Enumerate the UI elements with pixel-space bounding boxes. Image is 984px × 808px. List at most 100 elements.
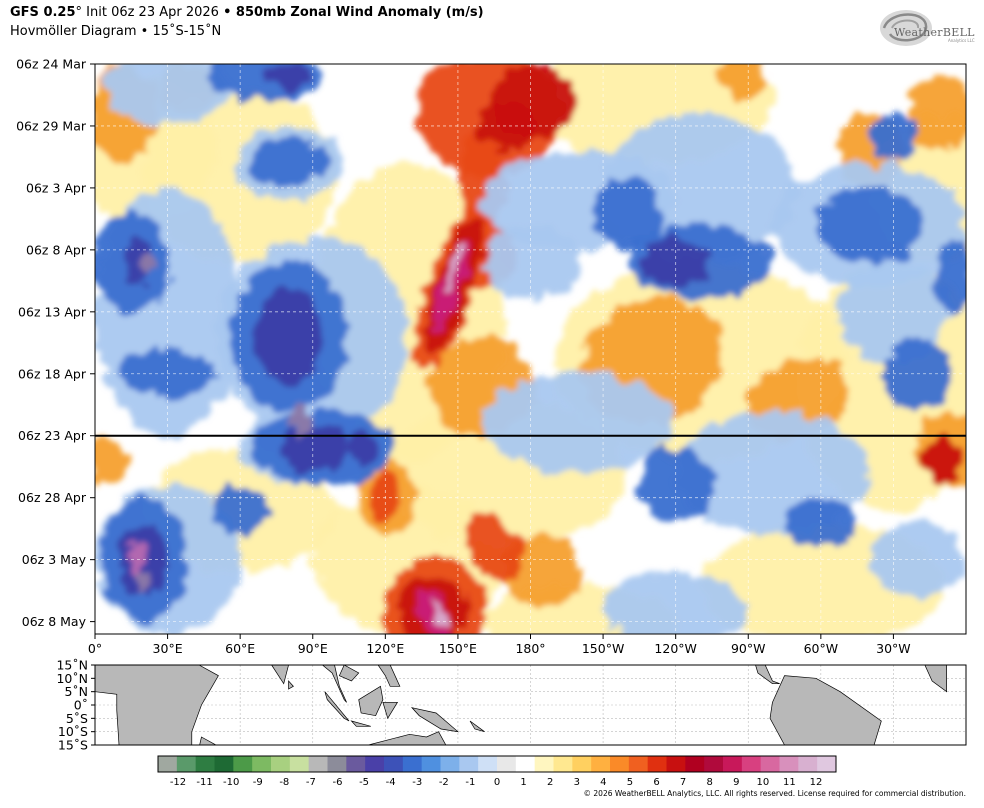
land-polygon bbox=[924, 665, 947, 693]
colorbar-label: 7 bbox=[680, 777, 686, 788]
y-tick-label: 06z 3 Apr bbox=[26, 180, 87, 195]
reference-map: 15˚N10˚N5˚N0˚5˚S10˚S15˚S bbox=[56, 658, 967, 753]
chart-subtitle: Hovmöller Diagram • 15˚S-15˚N bbox=[10, 24, 222, 39]
colorbar-swatch bbox=[798, 756, 818, 772]
land-masses bbox=[95, 665, 947, 745]
colorbar-label: 10 bbox=[756, 777, 769, 788]
land-polygon bbox=[755, 665, 780, 685]
field-blobs bbox=[95, 64, 966, 634]
colorbar-swatch bbox=[647, 756, 667, 772]
x-tick-label: 150°W bbox=[582, 641, 624, 656]
colorbar-swatch bbox=[271, 756, 291, 772]
colorbar-label: -3 bbox=[412, 777, 422, 788]
colorbar-swatch bbox=[515, 756, 536, 772]
x-tick-label: 60°W bbox=[804, 641, 839, 656]
lat-tick-label: 10˚S bbox=[58, 724, 88, 739]
y-tick-label: 06z 8 May bbox=[22, 614, 87, 629]
land-polygon bbox=[95, 665, 219, 745]
colorbar-label: -11 bbox=[196, 777, 212, 788]
x-tick-label: 90°E bbox=[298, 641, 328, 656]
colorbar-swatch bbox=[289, 756, 310, 772]
anomaly-blob bbox=[466, 512, 523, 582]
x-tick-label: 150°E bbox=[439, 641, 477, 656]
colorbar-label: -7 bbox=[306, 777, 316, 788]
land-polygon bbox=[271, 665, 289, 685]
x-tick-label: 60°E bbox=[225, 641, 255, 656]
colorbar-swatch bbox=[233, 756, 253, 772]
colorbar-swatch bbox=[327, 756, 347, 772]
lat-tick-label: 0˚ bbox=[74, 698, 88, 713]
lat-tick-label: 15˚N bbox=[56, 658, 88, 673]
copyright-notice: © 2026 WeatherBELL Analytics, LLC. All r… bbox=[583, 789, 966, 798]
colorbar-swatch bbox=[534, 756, 554, 772]
x-tick-label: 90°W bbox=[731, 641, 766, 656]
lat-tick-label: 15˚S bbox=[58, 738, 88, 753]
anomaly-blob bbox=[719, 64, 768, 102]
colorbar-frame bbox=[157, 755, 837, 773]
colorbar-swatch bbox=[421, 756, 441, 772]
colorbar-label: -10 bbox=[223, 777, 239, 788]
x-tick-label: 180° bbox=[515, 641, 545, 656]
colorbar-swatch bbox=[591, 756, 611, 772]
anomaly-blob bbox=[254, 287, 323, 387]
x-tick-label: 0° bbox=[88, 641, 102, 656]
colorbar-label: -2 bbox=[439, 777, 449, 788]
colorbar-swatch bbox=[176, 756, 197, 772]
x-axis-ticks: 0° 30°E 60°E 90°E 120°E 150°E 180° 150°W 120°W 90… bbox=[88, 634, 911, 656]
colorbar-label: 12 bbox=[810, 777, 823, 788]
anomaly-blob bbox=[593, 175, 662, 250]
colorbar-swatch bbox=[497, 756, 517, 772]
anomaly-blob bbox=[482, 373, 676, 473]
colorbar-label: -1 bbox=[465, 777, 475, 788]
land-polygon bbox=[769, 675, 882, 745]
colorbar-swatch bbox=[760, 756, 780, 772]
logo-swirl-icon bbox=[880, 10, 932, 46]
colorbar-swatch bbox=[214, 756, 234, 772]
land-polygon bbox=[288, 680, 294, 690]
colorbar-label: 6 bbox=[653, 777, 659, 788]
y-tick-label: 06z 28 Apr bbox=[18, 490, 87, 505]
colorbar-swatch bbox=[628, 756, 649, 772]
anomaly-blob bbox=[503, 534, 582, 610]
land-polygon bbox=[338, 665, 360, 682]
colorbar-swatch bbox=[572, 756, 592, 772]
anomaly-blob bbox=[416, 592, 452, 634]
lat-tick-label: 10˚N bbox=[56, 671, 88, 686]
colorbar-label: -9 bbox=[253, 777, 263, 788]
y-tick-label: 06z 8 Apr bbox=[26, 242, 87, 257]
land-polygon bbox=[377, 665, 401, 687]
anomaly-blob bbox=[249, 138, 328, 188]
y-tick-label: 06z 24 Mar bbox=[16, 57, 87, 72]
colorbar: -12 -11 -10 -9 -8 -7 -6 -5 -4 -3 -2 -1 0 1 2 3 4 5 6 7 8 9 10 1… bbox=[157, 755, 837, 788]
colorbar-label: 9 bbox=[733, 777, 739, 788]
logo-subtext: Analytics LLC bbox=[948, 38, 975, 43]
land-polygon bbox=[199, 736, 217, 745]
colorbar-label: -5 bbox=[359, 777, 369, 788]
anomaly-blob bbox=[143, 249, 154, 275]
anomaly-blob bbox=[477, 101, 536, 151]
colorbar-swatch bbox=[384, 756, 404, 772]
colorbar-swatch bbox=[252, 756, 272, 772]
lat-tick-label: 5˚S bbox=[66, 711, 88, 726]
x-tick-label: 30°W bbox=[876, 641, 911, 656]
y-tick-label: 06z 18 Apr bbox=[18, 366, 87, 381]
weatherbell-logo: WeatherBELL Analytics LLC bbox=[876, 6, 975, 50]
colorbar-swatch bbox=[817, 756, 837, 772]
colorbar-label: 0 bbox=[494, 777, 500, 788]
colorbar-swatch bbox=[610, 756, 630, 772]
colorbar-swatch bbox=[158, 756, 178, 772]
land-polygon bbox=[410, 707, 460, 733]
colorbar-swatch bbox=[741, 756, 762, 772]
logo-text: WeatherBELL bbox=[894, 26, 975, 39]
colorbar-label: 5 bbox=[627, 777, 633, 788]
anomaly-blob bbox=[445, 245, 466, 292]
anomaly-blob bbox=[346, 429, 376, 467]
y-tick-label: 06z 13 Apr bbox=[18, 304, 87, 319]
x-tick-label: 30°E bbox=[153, 641, 183, 656]
anomaly-blob bbox=[430, 599, 452, 632]
colorbar-label: 1 bbox=[520, 777, 526, 788]
chart-title: GFS 0.25° Init 06z 23 Apr 2026 • 850mb Z… bbox=[10, 5, 484, 20]
colorbar-swatch bbox=[779, 756, 799, 772]
colorbar-swatch bbox=[685, 756, 705, 772]
colorbar-swatch bbox=[666, 756, 686, 772]
